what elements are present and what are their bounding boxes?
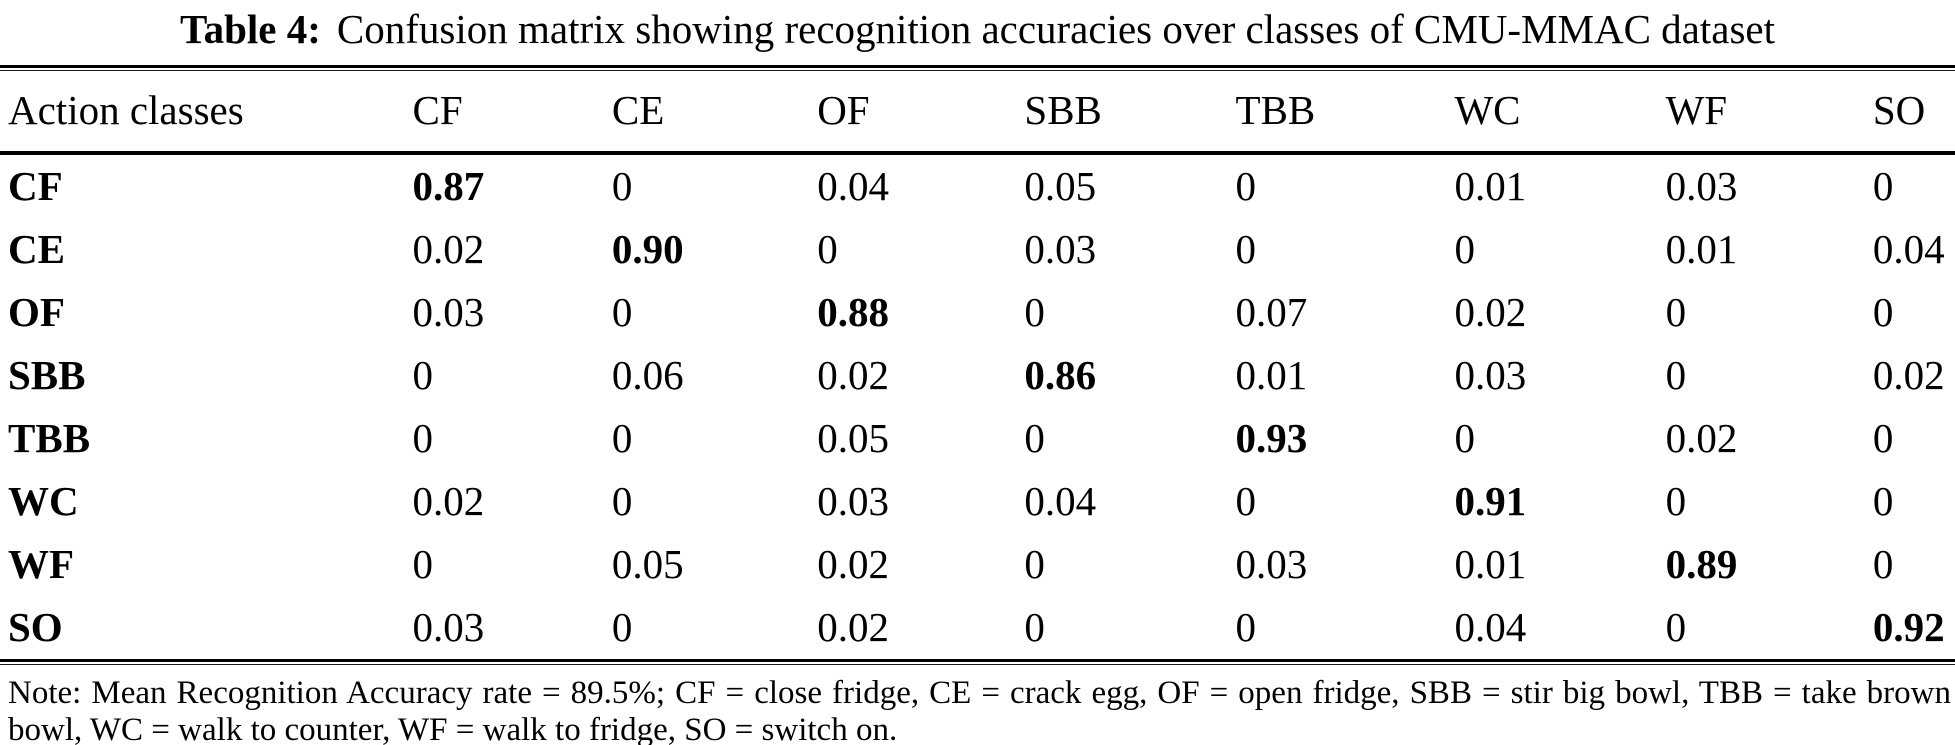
column-header: WC (1454, 71, 1666, 156)
row-label: OF (8, 289, 65, 336)
matrix-cell: 0.02 (817, 352, 889, 399)
table-caption-text: Confusion matrix showing recognition acc… (336, 6, 1775, 52)
row-label: SBB (8, 352, 86, 399)
matrix-cell: 0.01 (1454, 163, 1527, 210)
confusion-matrix-table: Action classes CF CE OF SBB TBB WC WF SO… (0, 71, 1955, 659)
matrix-cell: 0.02 (412, 226, 485, 273)
matrix-cell: 0.07 (1235, 289, 1308, 336)
column-header: WF (1665, 71, 1873, 156)
row-label: TBB (8, 415, 91, 462)
column-header: SO (1872, 71, 1955, 156)
table-caption: Table 4: Confusion matrix showing recogni… (10, 6, 1945, 53)
table-row: SBB 0 0.06 0.02 0.86 0.01 0.03 0 0.02 (0, 344, 1955, 407)
matrix-cell: 0.02 (817, 541, 889, 588)
matrix-cell: 0.04 (1024, 478, 1097, 525)
matrix-cell: 0.03 (1665, 163, 1738, 210)
matrix-cell: 0 (1665, 478, 1687, 525)
matrix-cell: 0.05 (611, 541, 684, 588)
matrix-cell: 0.01 (1235, 352, 1308, 399)
table-note: Note: Mean Recognition Accuracy rate = 8… (8, 675, 1951, 745)
matrix-cell: 0.05 (1024, 163, 1097, 210)
matrix-cell: 0.02 (412, 478, 485, 525)
matrix-cell: 0.05 (817, 415, 889, 462)
matrix-cell: 0 (1872, 478, 1894, 525)
matrix-cell: 0.03 (412, 604, 485, 651)
matrix-cell: 0.02 (817, 604, 889, 651)
matrix-cell: 0 (412, 541, 434, 588)
row-label-header: Action classes (0, 71, 413, 156)
table-row: CE 0.02 0.90 0 0.03 0 0 0.01 0.04 (0, 218, 1955, 281)
row-label: SO (8, 604, 63, 651)
matrix-cell: 0 (611, 163, 633, 210)
matrix-cell: 0.89 (1665, 541, 1738, 588)
matrix-cell: 0.04 (1872, 226, 1945, 273)
table-number-label: Table 4: (180, 6, 321, 52)
matrix-cell: 0 (1235, 163, 1257, 210)
matrix-cell: 0 (1454, 415, 1475, 462)
matrix-cell: 0 (1024, 289, 1045, 336)
matrix-cell: 0 (1872, 289, 1894, 336)
row-label: WC (8, 478, 79, 525)
table-row: WF 0 0.05 0.02 0 0.03 0.01 0.89 0 (0, 533, 1955, 596)
table-row: SO 0.03 0 0.02 0 0 0.04 0 0.92 (0, 596, 1955, 659)
matrix-cell: 0 (412, 415, 434, 462)
matrix-cell: 0 (611, 415, 633, 462)
matrix-cell: 0 (611, 604, 633, 651)
matrix-cell: 0 (1872, 415, 1894, 462)
matrix-cell: 0.03 (1235, 541, 1308, 588)
column-header: CE (611, 71, 818, 156)
column-header: CF (412, 71, 612, 156)
matrix-cell: 0.01 (1665, 226, 1738, 273)
header-row: Action classes CF CE OF SBB TBB WC WF SO (0, 71, 1955, 156)
row-label: CE (8, 226, 65, 273)
matrix-cell: 0.04 (817, 163, 889, 210)
matrix-cell: 0.93 (1235, 415, 1308, 462)
matrix-cell: 0 (1235, 478, 1257, 525)
matrix-cell: 0.86 (1024, 352, 1097, 399)
column-header: OF (817, 71, 1025, 156)
matrix-cell: 0.90 (611, 226, 684, 273)
column-header: TBB (1235, 71, 1455, 156)
matrix-cell: 0.01 (1454, 541, 1527, 588)
row-label: WF (8, 541, 75, 588)
matrix-cell: 0.03 (1454, 352, 1527, 399)
matrix-cell: 0.06 (611, 352, 684, 399)
matrix-cell: 0.02 (1665, 415, 1738, 462)
matrix-cell: 0 (1235, 604, 1257, 651)
table-row: TBB 0 0 0.05 0 0.93 0 0.02 0 (0, 407, 1955, 470)
matrix-cell: 0 (611, 289, 633, 336)
top-rule (0, 65, 1955, 72)
matrix-cell: 0.87 (412, 163, 485, 210)
matrix-cell: 0.03 (1024, 226, 1097, 273)
matrix-cell: 0 (1024, 541, 1045, 588)
matrix-cell: 0 (1665, 604, 1687, 651)
matrix-cell: 0.02 (1454, 289, 1527, 336)
matrix-cell: 0 (1872, 163, 1894, 210)
matrix-cell: 0 (1872, 541, 1894, 588)
matrix-cell: 0 (611, 478, 633, 525)
matrix-cell: 0.04 (1454, 604, 1527, 651)
matrix-cell: 0.02 (1872, 352, 1945, 399)
table-row: WC 0.02 0 0.03 0.04 0 0.91 0 0 (0, 470, 1955, 533)
matrix-cell: 0 (412, 352, 434, 399)
matrix-cell: 0 (1454, 226, 1475, 273)
table-row: OF 0.03 0 0.88 0 0.07 0.02 0 0 (0, 281, 1955, 344)
bottom-rule (0, 659, 1955, 666)
matrix-cell: 0.88 (817, 289, 889, 336)
matrix-cell: 0 (1665, 352, 1687, 399)
table-row: CF 0.87 0 0.04 0.05 0 0.01 0.03 0 (0, 153, 1955, 218)
matrix-cell: 0 (1235, 226, 1257, 273)
matrix-cell: 0.92 (1872, 604, 1945, 651)
row-label: CF (8, 163, 63, 210)
matrix-cell: 0 (1024, 604, 1045, 651)
matrix-cell: 0 (1024, 415, 1045, 462)
matrix-cell: 0.91 (1454, 478, 1527, 525)
matrix-cell: 0 (1665, 289, 1687, 336)
matrix-cell: 0.03 (412, 289, 485, 336)
column-header: SBB (1024, 71, 1236, 156)
matrix-cell: 0 (817, 226, 838, 273)
matrix-cell: 0.03 (817, 478, 889, 525)
